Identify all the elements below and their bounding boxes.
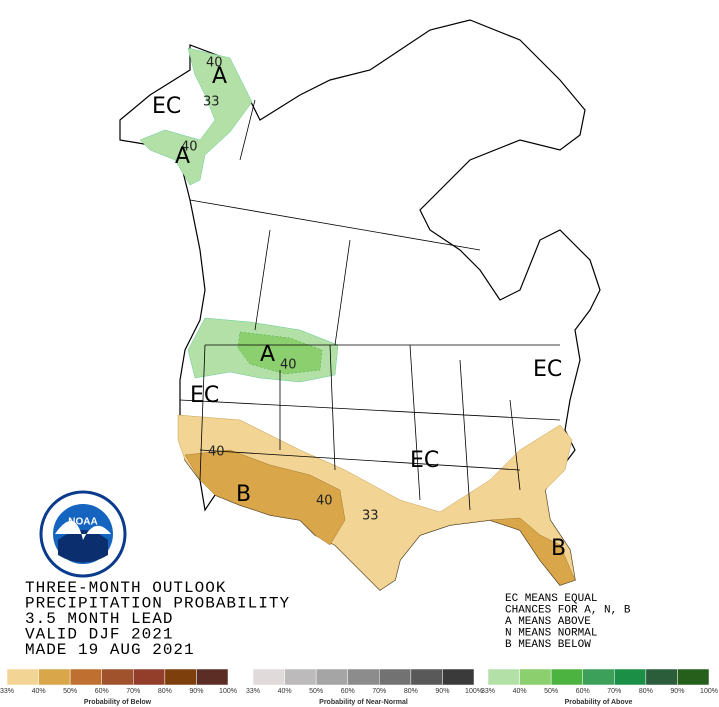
legend-swatch <box>487 668 520 686</box>
map-label: 40 <box>280 358 297 373</box>
legend-swatch <box>196 668 229 686</box>
map-label: EC <box>152 94 181 119</box>
legend-tick: 60% <box>576 688 590 695</box>
note-line: A MEANS ABOVE <box>505 616 591 628</box>
legend-tick: 80% <box>158 688 172 695</box>
note-line: EC MEANS EQUAL <box>505 593 597 605</box>
legend-tick: 50% <box>544 688 558 695</box>
legend-tick: 80% <box>639 688 653 695</box>
title-line: PRECIPITATION PROBABILITY <box>25 595 290 613</box>
below-region <box>184 449 346 546</box>
legend-tick: 40% <box>278 688 292 695</box>
legend-swatch <box>614 668 647 686</box>
legend-tick: 60% <box>341 688 355 695</box>
legend-tick: 40% <box>32 688 46 695</box>
map-label: B <box>551 536 566 561</box>
legend-tick: 90% <box>670 688 684 695</box>
legend-tick: 100% <box>700 688 718 695</box>
legend-swatch <box>442 668 475 686</box>
legend-tick: 33% <box>0 688 14 695</box>
legend-swatch <box>6 668 39 686</box>
note-line: CHANCES FOR A, N, B <box>505 604 631 616</box>
legend-tick: 100% <box>219 688 237 695</box>
legend-tick: 60% <box>95 688 109 695</box>
logo-bird <box>55 520 111 540</box>
above-region <box>237 331 323 375</box>
map-label: 33 <box>362 509 379 524</box>
above-region <box>139 47 253 186</box>
note-line: B MEANS BELOW <box>505 639 591 651</box>
legend-swatch <box>519 668 552 686</box>
title-line: 3.5 MONTH LEAD <box>25 610 173 628</box>
legend-swatch <box>645 668 678 686</box>
below-region <box>489 517 576 586</box>
legend-swatch <box>164 668 197 686</box>
map-label: 33 <box>203 95 220 110</box>
legend-tick: 70% <box>372 688 386 695</box>
legend-tick: 33% <box>246 688 260 695</box>
title-line: MADE 19 AUG 2021 <box>25 641 195 659</box>
map-label: 40 <box>181 140 198 155</box>
legend-tick: 100% <box>465 688 483 695</box>
map-label: 40 <box>208 445 225 460</box>
title-line: VALID DJF 2021 <box>25 626 173 644</box>
legend-tick: 33% <box>481 688 495 695</box>
map-label: EC <box>190 383 219 408</box>
legend-tick: 50% <box>309 688 323 695</box>
legend-tick: 90% <box>189 688 203 695</box>
logo-wave <box>58 530 108 563</box>
legend-swatch <box>284 668 317 686</box>
legend-swatch <box>410 668 443 686</box>
map-label: 40 <box>316 494 333 509</box>
map-label: A <box>260 342 275 367</box>
logo-text: NOAA <box>68 517 97 528</box>
legend-tick: 80% <box>404 688 418 695</box>
map-label: EC <box>410 448 439 473</box>
legend-swatch <box>133 668 166 686</box>
legend-swatch <box>38 668 71 686</box>
legend-swatch <box>252 668 285 686</box>
title-line: THREE-MONTH OUTLOOK <box>25 579 226 597</box>
map-label: A <box>175 144 190 169</box>
legend-tick: 70% <box>126 688 140 695</box>
legend-caption: Probability of Below <box>84 699 152 706</box>
map-label: B <box>236 482 251 507</box>
legend-swatch <box>582 668 615 686</box>
legend-swatch <box>379 668 412 686</box>
legend-tick: 90% <box>435 688 449 695</box>
legend-tick: 40% <box>513 688 527 695</box>
map-label: A <box>212 64 227 89</box>
border <box>179 99 561 511</box>
legend-swatch <box>550 668 583 686</box>
map-label: EC <box>533 357 562 382</box>
map-label: 40 <box>206 56 223 71</box>
legend-swatch <box>315 668 348 686</box>
legend-swatch <box>101 668 134 686</box>
legend-caption: Probability of Above <box>565 699 633 706</box>
legend-tick: 50% <box>63 688 77 695</box>
note-line: N MEANS NORMAL <box>505 627 597 639</box>
legend-swatch <box>69 668 102 686</box>
legend-caption: Probability of Near-Normal <box>319 699 408 706</box>
legend-tick: 70% <box>607 688 621 695</box>
legend-swatch <box>677 668 710 686</box>
legend-swatch <box>347 668 380 686</box>
